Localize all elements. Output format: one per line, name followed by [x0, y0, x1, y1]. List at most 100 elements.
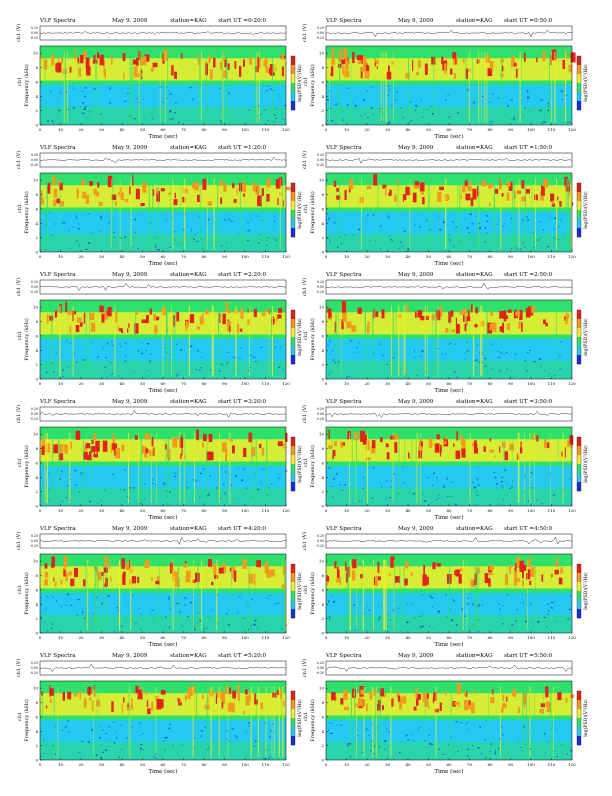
noise-speck: [110, 341, 113, 343]
emission-patch: [330, 73, 332, 76]
noise-speck: [514, 246, 516, 249]
emission-patch: [353, 691, 355, 697]
x-tick-label: 80: [201, 762, 207, 767]
noise-speck: [278, 477, 281, 479]
emission-patch: [265, 307, 267, 313]
noise-speck: [331, 595, 332, 597]
freq-axis-label: Frequency (kHz): [309, 191, 316, 234]
emission-patch: [160, 188, 165, 192]
noise-speck: [48, 498, 51, 501]
y-tick-label: 2: [35, 489, 38, 494]
emission-patch: [509, 564, 512, 574]
noise-speck: [193, 628, 196, 631]
noise-speck: [142, 342, 144, 344]
noise-speck: [85, 248, 88, 250]
emission-patch: [419, 441, 423, 449]
noise-speck: [253, 356, 256, 358]
emission-patch: [522, 580, 524, 587]
emission-patch: [232, 183, 235, 189]
noise-speck: [87, 741, 90, 743]
noise-speck: [463, 615, 466, 617]
amplitude-trace: [325, 282, 573, 290]
noise-speck: [535, 87, 537, 89]
y-tick-label: 2: [321, 362, 324, 367]
panel-date: May 9, 2009: [398, 145, 434, 151]
colorbar-segment: [577, 464, 581, 474]
emission-patch: [182, 196, 186, 203]
panel-start-ut: start UT =0:50:0: [504, 18, 553, 24]
panel-station: station=KAG: [456, 653, 493, 659]
emission-patch: [399, 699, 402, 710]
emission-patch: [185, 321, 188, 329]
emission-patch: [552, 200, 555, 205]
noise-speck: [379, 616, 381, 619]
noise-speck: [539, 109, 542, 112]
noise-speck: [131, 726, 134, 728]
noise-speck: [457, 750, 459, 753]
emission-patch: [137, 73, 143, 77]
emission-patch: [178, 698, 181, 702]
panel-station: station=KAG: [456, 399, 493, 405]
noise-speck: [367, 117, 369, 118]
panel-date: May 9, 2009: [112, 145, 148, 151]
noise-speck: [237, 233, 240, 235]
noise-speck: [164, 748, 166, 751]
noise-speck: [523, 474, 526, 476]
noise-speck: [443, 485, 445, 487]
y-tick-label: 8: [35, 700, 38, 705]
emission-patch: [183, 188, 188, 193]
noise-speck: [421, 613, 423, 615]
noise-speck: [538, 358, 541, 360]
emission-patch: [465, 193, 471, 201]
emission-patch: [364, 56, 367, 67]
noise-speck: [193, 737, 196, 739]
emission-patch: [140, 59, 143, 66]
noise-speck: [547, 109, 550, 112]
noise-speck: [246, 487, 248, 489]
colorbar-segment: [577, 201, 581, 211]
emission-patch: [137, 689, 143, 700]
emission-patch: [422, 574, 427, 586]
x-tick-label: 0: [39, 635, 42, 640]
amp-tick-label: 0.00: [31, 285, 38, 289]
low-band: [326, 234, 572, 252]
panel-start-ut: start UT =3:20:0: [218, 399, 267, 405]
noise-speck: [223, 492, 226, 494]
noise-speck: [455, 226, 458, 228]
noise-speck: [387, 214, 389, 216]
noise-speck: [529, 349, 531, 351]
spectrogram-panel: VLF Spectra May 9, 2009 station=KAG start U…: [15, 18, 303, 140]
freq-axis-label: Frequency (kHz): [23, 318, 30, 361]
x-tick-label: 10: [344, 762, 350, 767]
emission-patch: [192, 182, 196, 189]
emission-patch: [225, 302, 228, 313]
colorbar-segment: [291, 564, 295, 574]
noise-speck: [76, 240, 78, 242]
emission-patch: [434, 443, 440, 453]
noise-speck: [67, 720, 69, 722]
noise-speck: [137, 247, 139, 249]
noise-speck: [331, 350, 334, 352]
upper-band: [40, 427, 286, 436]
noise-speck: [106, 376, 108, 378]
emission-patch: [511, 56, 515, 67]
noise-speck: [414, 349, 415, 352]
colorbar-segment: [291, 56, 295, 66]
noise-speck: [240, 347, 242, 349]
emission-patch: [248, 573, 254, 584]
emission-patch: [522, 569, 524, 579]
emission-patch: [373, 689, 376, 696]
noise-speck: [361, 751, 364, 753]
noise-speck: [285, 470, 288, 472]
x-tick-label: 100: [527, 635, 535, 640]
emission-patch: [413, 185, 419, 189]
noise-speck: [400, 740, 402, 742]
noise-speck: [124, 236, 126, 238]
emission-patch: [152, 189, 155, 196]
emission-patch: [331, 59, 335, 66]
noise-speck: [410, 120, 412, 122]
noise-speck: [501, 485, 504, 486]
noise-speck: [356, 351, 359, 353]
emission-patch: [52, 175, 56, 186]
emission-patch: [455, 324, 460, 334]
